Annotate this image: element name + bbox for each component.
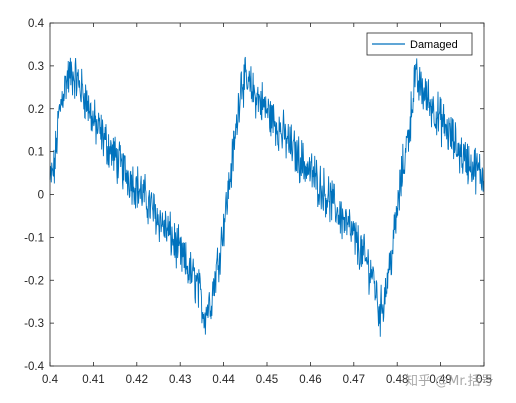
x-tick-label: 0.43 [169, 374, 191, 386]
y-tick-label: 0.4 [28, 18, 45, 30]
plot-area [49, 56, 485, 337]
x-tick-label: 0.48 [386, 374, 408, 386]
y-tick-label: -0.3 [24, 318, 44, 330]
y-tick-label: 0.3 [28, 61, 44, 73]
y-tick-label: 0.1 [28, 147, 44, 159]
x-tick-label: 0.45 [256, 374, 278, 386]
y-tick-label: 0.2 [28, 104, 44, 116]
x-tick-label: 0.46 [299, 374, 321, 386]
x-tick-label: 0.41 [82, 374, 104, 386]
x-tick-label: 0.49 [429, 374, 451, 386]
x-tick-label: 0.47 [343, 374, 365, 386]
x-tick-label: 0.42 [126, 374, 148, 386]
axes [49, 22, 485, 367]
legend-label: Damaged [410, 39, 458, 51]
legend: Damaged [366, 32, 473, 56]
tick-labels: 0.4 0.41 0.42 0.43 0.44 0.45 0.46 0.47 0.48 0.49 0… [24, 18, 492, 386]
y-tick-label: -0.1 [24, 232, 44, 244]
y-tick-label: -0.2 [24, 275, 44, 287]
y-tick-label: 0 [38, 190, 44, 202]
y-tick-label: -0.4 [24, 361, 44, 373]
x-tick-label: 0.44 [212, 374, 235, 386]
legend-box [366, 32, 473, 56]
series-line-1 [49, 56, 485, 337]
x-tick-label: 0.5 [476, 374, 492, 386]
x-tick-label: 0.4 [42, 374, 59, 386]
watermark-text: 知乎 @Mr.括号 [405, 373, 494, 389]
